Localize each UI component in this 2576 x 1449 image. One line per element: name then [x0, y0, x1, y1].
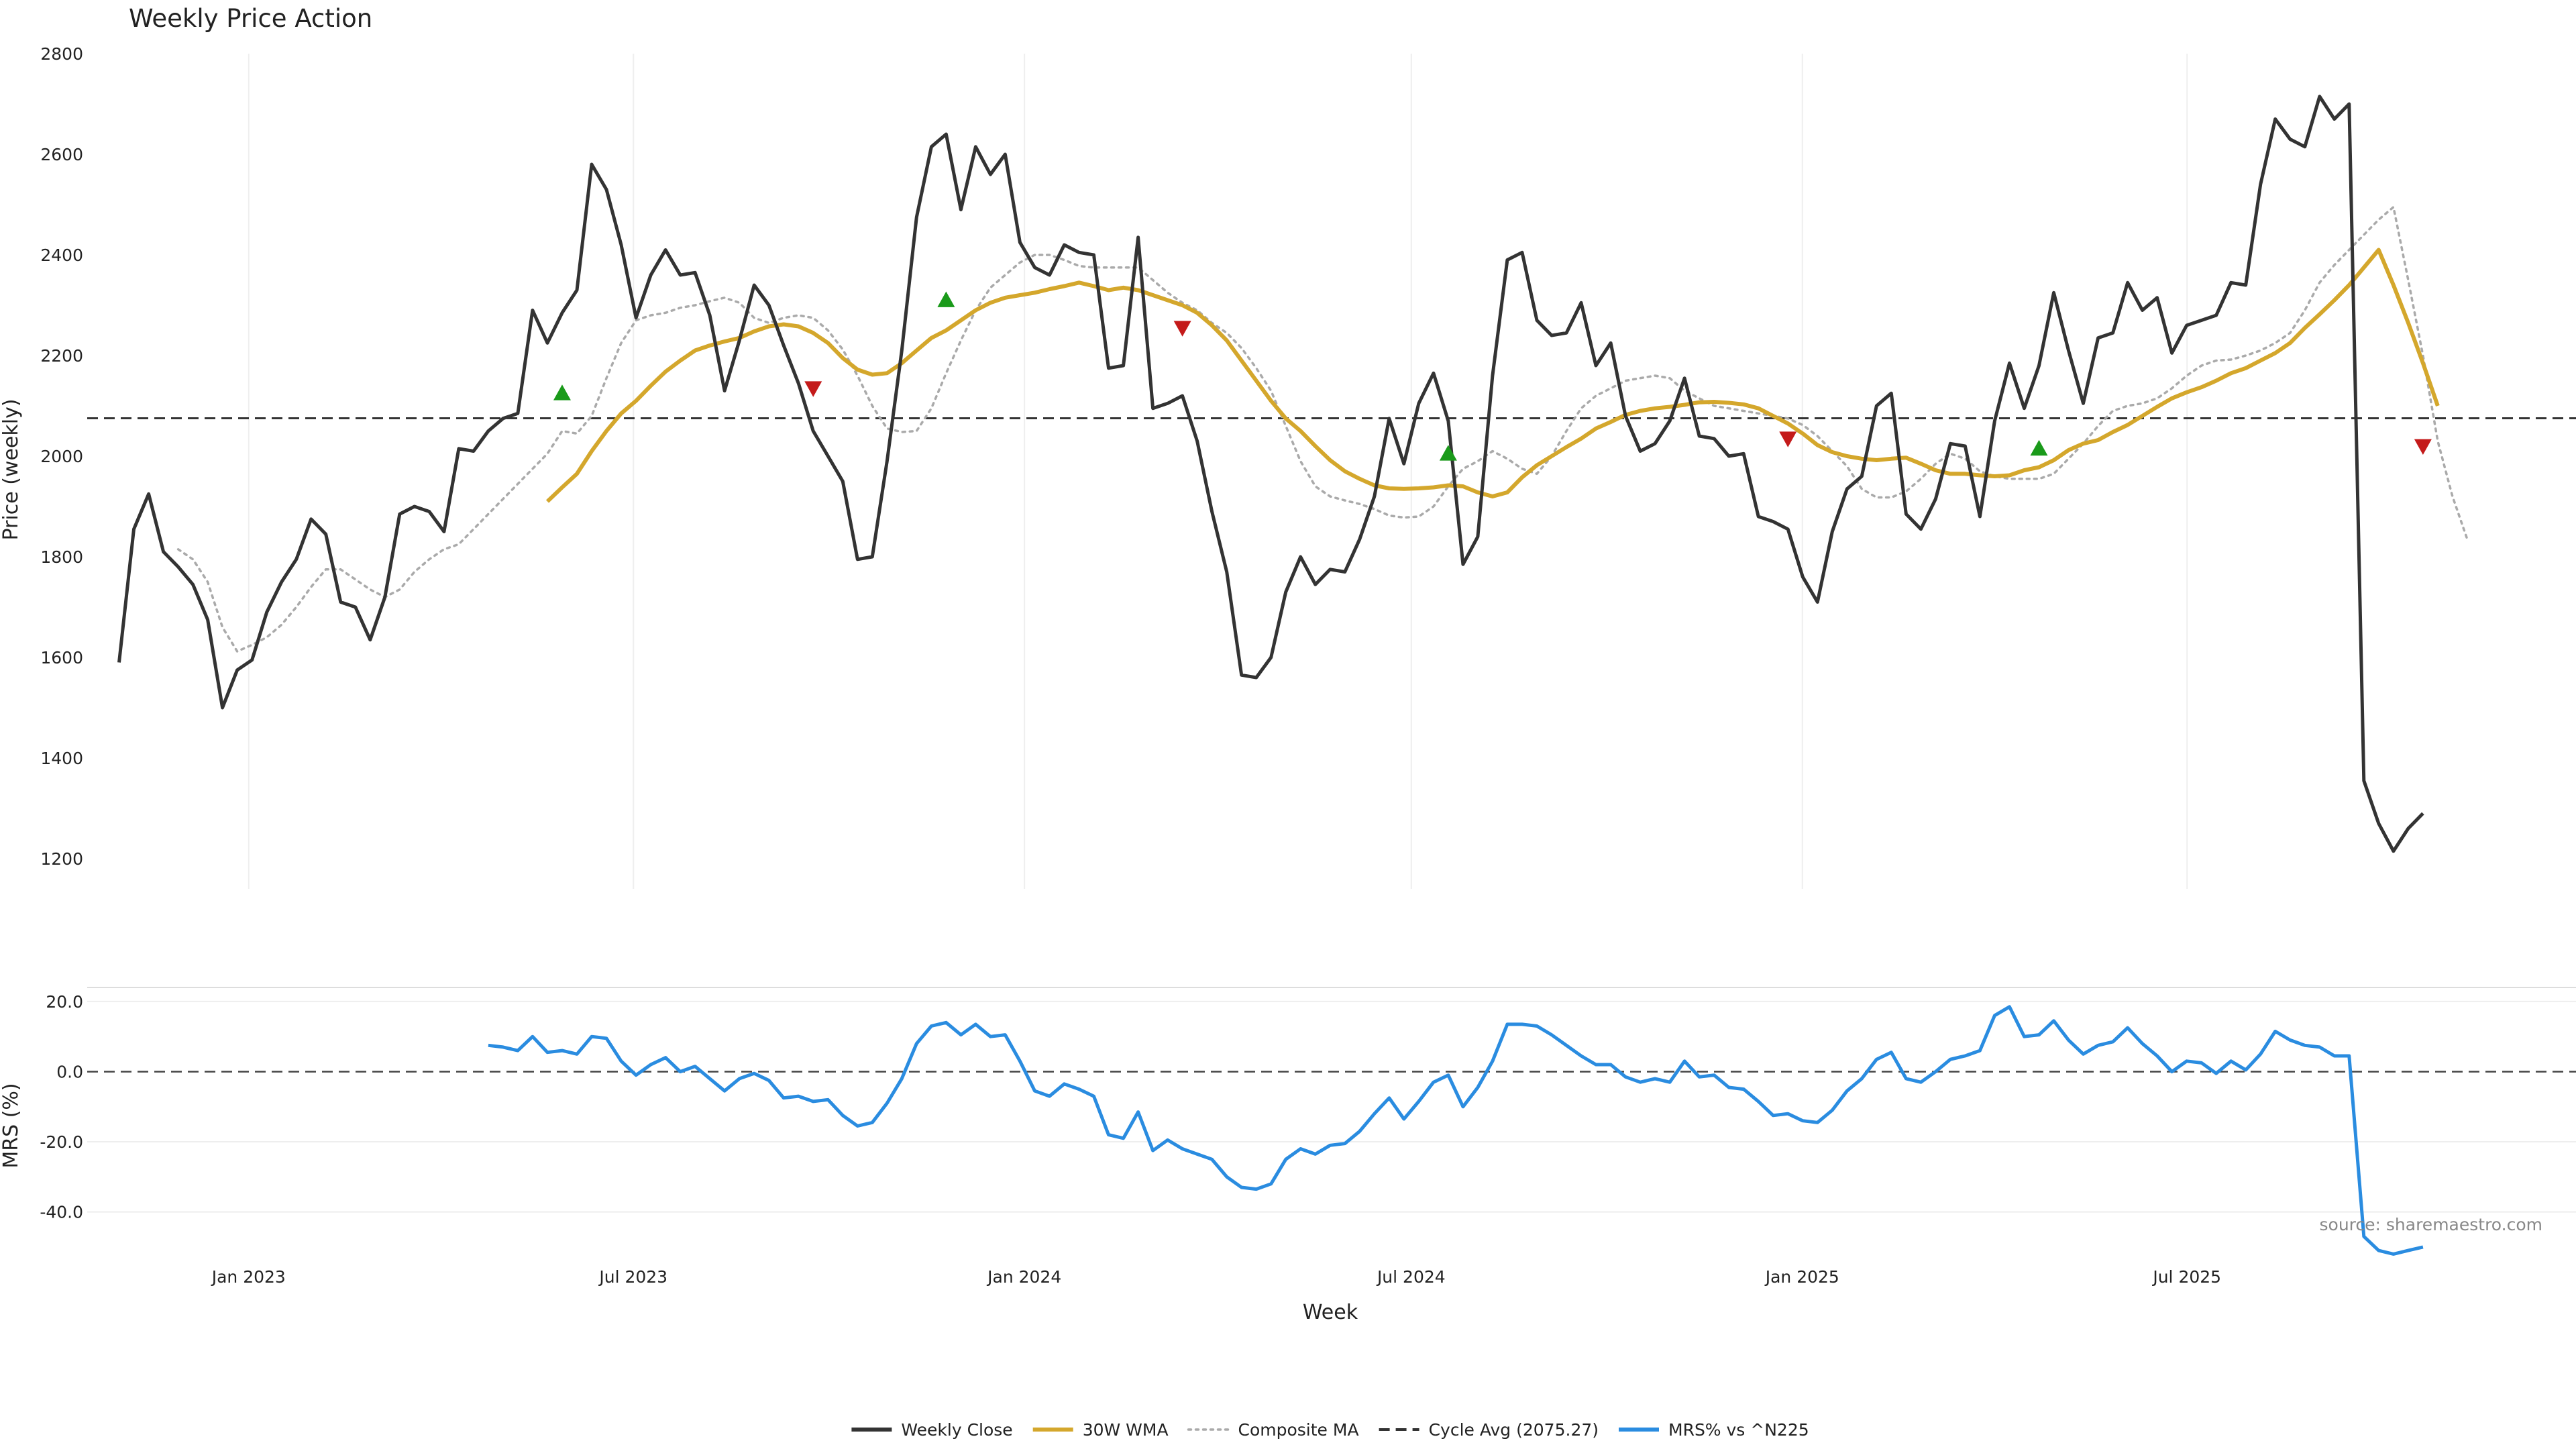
- composite-ma-line: [176, 205, 2469, 653]
- price-y-tick-label: 1800: [40, 547, 83, 567]
- legend-label: Composite MA: [1238, 1420, 1359, 1440]
- mrs-y-tick-label: 20.0: [46, 992, 83, 1012]
- signal-markers: [553, 291, 2432, 461]
- legend-item: MRS% vs ^N225: [1619, 1420, 1809, 1440]
- source-note: source: sharemaestro.com: [2320, 1215, 2543, 1234]
- x-axis-label: Week: [1303, 1301, 1358, 1324]
- legend-label: MRS% vs ^N225: [1668, 1420, 1809, 1440]
- price-y-tick-label: 1400: [40, 749, 83, 768]
- mrs-y-tick-label: -20.0: [40, 1132, 83, 1152]
- weekly-close-line: [117, 95, 2424, 853]
- legend-label: Weekly Close: [901, 1420, 1012, 1440]
- buy-signal-marker: [553, 384, 571, 400]
- price-y-tick-label: 2400: [40, 246, 83, 265]
- buy-signal-marker: [937, 291, 955, 307]
- price-y-tick-label: 2000: [40, 447, 83, 466]
- x-tick-label: Jan 2023: [211, 1267, 286, 1287]
- mrs-y-tick-label: -40.0: [40, 1203, 83, 1222]
- x-tick-label: Jul 2023: [598, 1267, 667, 1287]
- legend: Weekly Close 30W WMA Composite MA Cycle Avg…: [851, 1420, 1809, 1440]
- buy-signal-marker: [2030, 439, 2048, 456]
- legend-item: Weekly Close: [851, 1420, 1013, 1440]
- price-y-tick-label: 2200: [40, 346, 83, 366]
- sell-signal-marker: [804, 381, 822, 397]
- gridlines: [87, 54, 2576, 1213]
- x-tick-label: Jul 2024: [1376, 1267, 1446, 1287]
- sell-signal-marker: [2414, 439, 2432, 455]
- wma-30w-line: [545, 248, 2440, 503]
- chart-title: Weekly Price Action: [129, 4, 372, 33]
- legend-item: 30W WMA: [1032, 1420, 1169, 1440]
- x-tick-label: Jul 2025: [2151, 1267, 2221, 1287]
- price-y-tick-label: 1200: [40, 849, 83, 869]
- price-y-tick-label: 2800: [40, 44, 83, 64]
- sell-signal-marker: [1779, 431, 1797, 447]
- mrs-y-tick-label: 0.0: [56, 1062, 83, 1081]
- legend-label: Cycle Avg (2075.27): [1429, 1420, 1599, 1440]
- axis-ticks: Jan 2023 Jul 2023 Jan 2024 Jul 2024 Jan 2025…: [40, 44, 2221, 1287]
- x-tick-label: Jan 2024: [986, 1267, 1061, 1287]
- price-y-tick-label: 2600: [40, 145, 83, 164]
- mrs-line: [488, 1005, 2424, 1256]
- sell-signal-marker: [1173, 321, 1191, 337]
- buy-signal-marker: [1439, 445, 1457, 461]
- reference-lines: [87, 417, 2576, 1073]
- x-tick-label: Jan 2025: [1764, 1267, 1839, 1287]
- legend-item: Cycle Avg (2075.27): [1379, 1420, 1599, 1440]
- mrs-axis-label: MRS (%): [0, 1083, 23, 1168]
- legend-label: 30W WMA: [1083, 1420, 1169, 1440]
- data-series: [117, 95, 2469, 1256]
- price-axis-label: Price (weekly): [0, 398, 23, 540]
- price-y-tick-label: 1600: [40, 648, 83, 667]
- legend-item: Composite MA: [1187, 1420, 1359, 1440]
